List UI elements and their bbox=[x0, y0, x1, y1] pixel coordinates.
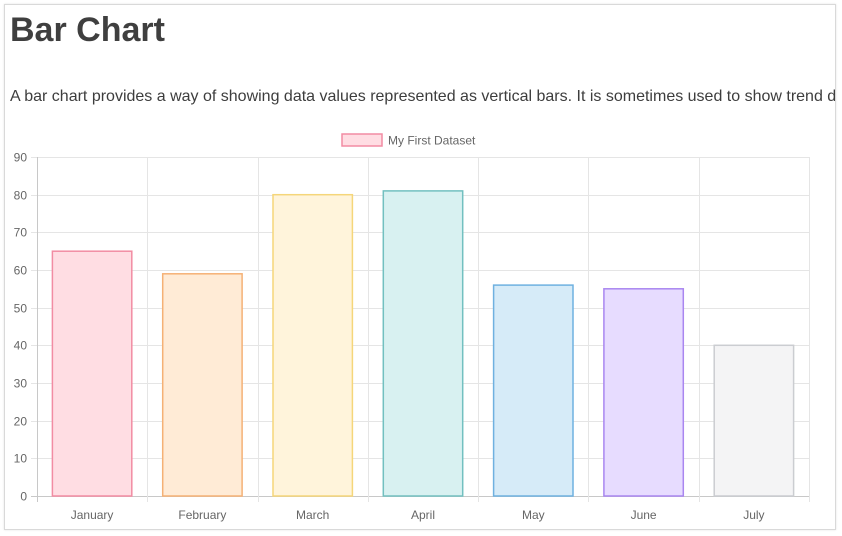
legend-swatch bbox=[341, 133, 383, 147]
x-tick-label: May bbox=[522, 508, 545, 522]
bar-chart: 0 10 20 30 40 50 60 70 80 90 January February March A… bbox=[14, 133, 810, 523]
bar-april[interactable] bbox=[382, 190, 464, 497]
legend[interactable]: My First Dataset bbox=[341, 133, 476, 148]
page-title: Bar Chart bbox=[10, 11, 165, 49]
y-tick-label: 10 bbox=[14, 452, 28, 466]
x-tick-label: June bbox=[631, 508, 657, 522]
bar-may[interactable] bbox=[492, 284, 574, 497]
y-tick-label: 70 bbox=[14, 226, 28, 240]
x-tick-label: April bbox=[411, 508, 435, 522]
x-tick-label: January bbox=[71, 508, 114, 522]
bar-march[interactable] bbox=[272, 193, 354, 497]
y-tick-label: 60 bbox=[14, 264, 28, 278]
y-tick-label: 30 bbox=[14, 377, 28, 391]
x-tick-label: July bbox=[743, 508, 764, 522]
bar-january[interactable] bbox=[51, 250, 133, 497]
y-tick-label: 80 bbox=[14, 189, 28, 203]
page-description: A bar chart provides a way of showing da… bbox=[10, 88, 836, 105]
bar-june[interactable] bbox=[603, 288, 685, 497]
bars-layer bbox=[51, 190, 795, 497]
y-tick-label: 50 bbox=[14, 302, 28, 316]
axis-layer: 0 10 20 30 40 50 60 70 80 90 January February March A… bbox=[14, 151, 765, 523]
y-tick-label: 40 bbox=[14, 339, 28, 353]
y-tick-label: 0 bbox=[20, 490, 27, 504]
chart-card: Bar Chart A bar chart provides a way of … bbox=[4, 4, 836, 530]
x-tick-label: March bbox=[296, 508, 329, 522]
y-tick-label: 90 bbox=[14, 151, 28, 165]
y-tick-label: 20 bbox=[14, 415, 28, 429]
x-tick-label: February bbox=[178, 508, 226, 522]
legend-label[interactable]: My First Dataset bbox=[388, 134, 476, 148]
bar-february[interactable] bbox=[161, 273, 243, 497]
bar-july[interactable] bbox=[713, 344, 795, 497]
